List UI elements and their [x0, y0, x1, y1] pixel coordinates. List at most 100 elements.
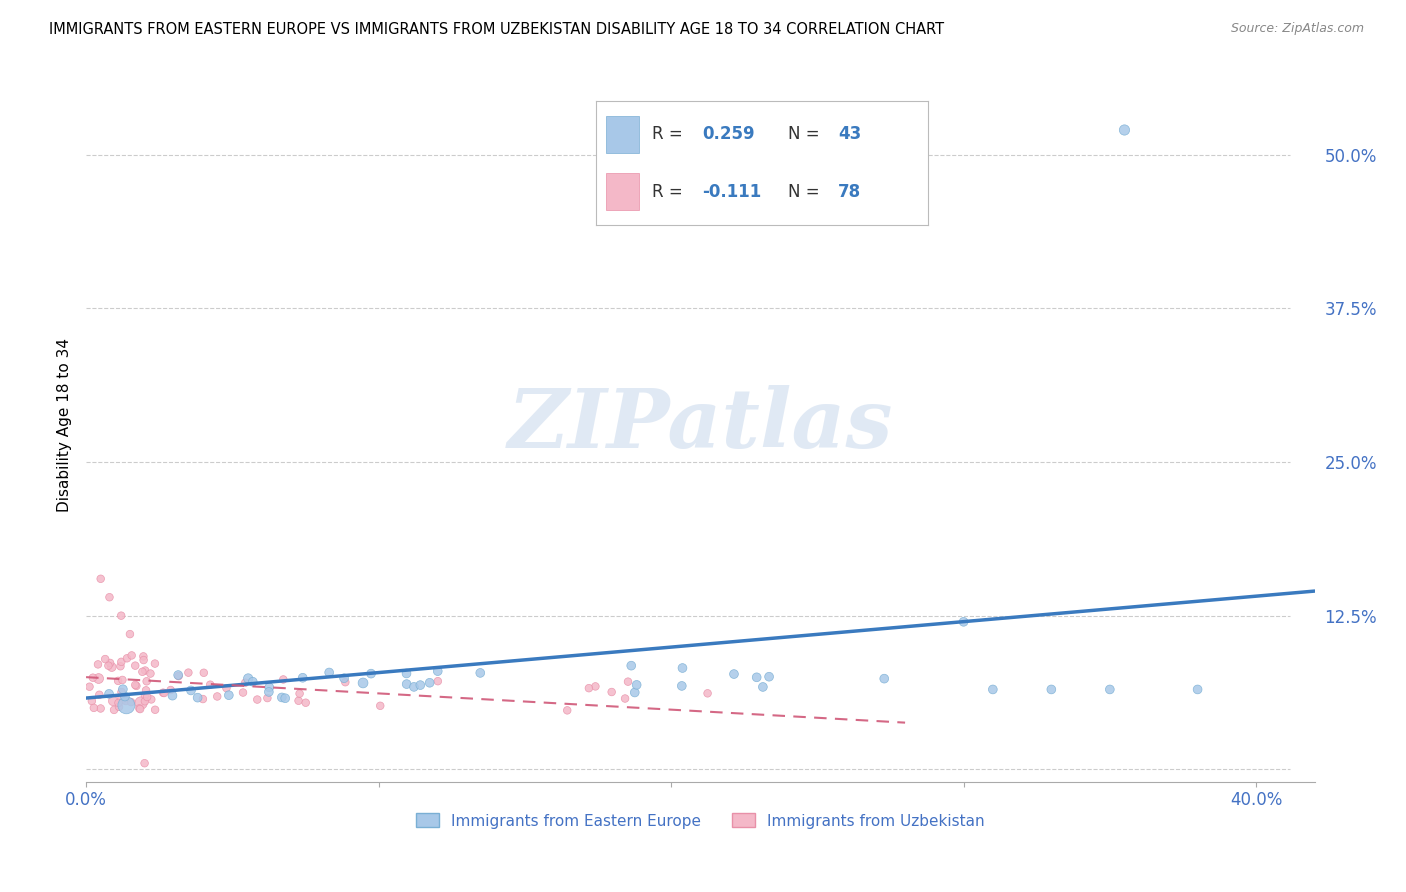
Point — [128, 701, 150, 715]
Point — [242, 674, 264, 689]
Point — [121, 648, 143, 663]
Legend: Immigrants from Eastern Europe, Immigrants from Uzbekistan: Immigrants from Eastern Europe, Immigran… — [411, 807, 991, 835]
Point — [368, 698, 391, 713]
Point — [124, 658, 146, 673]
Point — [162, 689, 184, 703]
Point — [83, 701, 105, 715]
Point — [200, 678, 222, 692]
Point — [152, 686, 174, 700]
Point — [395, 677, 418, 691]
Text: Source: ZipAtlas.com: Source: ZipAtlas.com — [1230, 22, 1364, 36]
Point — [335, 675, 357, 690]
Point — [111, 682, 134, 697]
Point — [134, 664, 156, 678]
Point — [167, 668, 190, 682]
Point — [98, 656, 121, 670]
Point — [159, 683, 181, 698]
Point — [94, 652, 117, 666]
Point — [101, 694, 124, 708]
Point — [232, 685, 254, 699]
Point — [134, 756, 156, 771]
Point — [80, 694, 103, 708]
Point — [87, 657, 110, 672]
Point — [97, 658, 120, 673]
Point — [620, 658, 643, 673]
Point — [134, 688, 156, 702]
Point — [426, 674, 449, 689]
Point — [1040, 682, 1063, 697]
Point — [139, 666, 162, 681]
Point — [288, 687, 311, 701]
Point — [114, 690, 136, 704]
Point — [143, 703, 166, 717]
Point — [207, 690, 229, 704]
Text: ZIPatlas: ZIPatlas — [508, 385, 893, 465]
Point — [115, 698, 138, 713]
Point — [671, 661, 693, 675]
Point — [257, 685, 280, 699]
Point — [270, 690, 292, 705]
Point — [110, 655, 132, 669]
Point — [256, 691, 278, 706]
Point — [107, 696, 129, 710]
Point — [131, 665, 153, 679]
Point — [112, 690, 135, 705]
Point — [87, 672, 110, 686]
Point — [114, 694, 136, 708]
Point — [291, 671, 314, 685]
Point — [626, 678, 648, 692]
Point — [143, 657, 166, 671]
Point — [271, 673, 294, 687]
Point — [100, 660, 122, 674]
Point — [98, 591, 121, 605]
Point — [218, 688, 240, 702]
Point — [294, 696, 316, 710]
Point — [752, 680, 775, 694]
Point — [167, 669, 190, 683]
Point — [124, 678, 146, 692]
Point — [90, 572, 112, 586]
Point — [238, 672, 260, 686]
Point — [136, 690, 159, 704]
Point — [555, 703, 578, 717]
Point — [191, 692, 214, 706]
Point — [395, 666, 418, 681]
Point — [419, 675, 441, 690]
Point — [98, 687, 121, 701]
Point — [583, 680, 606, 694]
Point — [274, 691, 297, 706]
Point — [153, 686, 176, 700]
Text: IMMIGRANTS FROM EASTERN EUROPE VS IMMIGRANTS FROM UZBEKISTAN DISABILITY AGE 18 T: IMMIGRANTS FROM EASTERN EUROPE VS IMMIGR… — [49, 22, 945, 37]
Point — [135, 674, 157, 689]
Point — [215, 681, 238, 695]
Point — [1114, 123, 1136, 137]
Point — [193, 665, 215, 680]
Point — [132, 649, 155, 664]
Point — [981, 682, 1004, 697]
Point — [617, 674, 640, 689]
Point — [111, 673, 134, 687]
Point — [352, 676, 374, 690]
Point — [177, 665, 200, 680]
Point — [578, 681, 600, 696]
Point — [89, 688, 111, 702]
Point — [1098, 682, 1121, 697]
Point — [1187, 682, 1209, 697]
Point — [187, 690, 209, 705]
Point — [118, 627, 141, 641]
Point — [333, 671, 356, 685]
Point — [873, 672, 896, 686]
Point — [103, 703, 125, 717]
Point — [129, 702, 152, 716]
Point — [259, 681, 281, 695]
Point — [125, 679, 148, 693]
Point — [952, 615, 974, 629]
Point — [110, 685, 132, 699]
Point — [360, 666, 382, 681]
Point — [110, 608, 132, 623]
Point — [623, 685, 645, 699]
Point — [79, 680, 101, 694]
Point — [120, 695, 142, 709]
Point — [180, 683, 202, 698]
Point — [671, 679, 693, 693]
